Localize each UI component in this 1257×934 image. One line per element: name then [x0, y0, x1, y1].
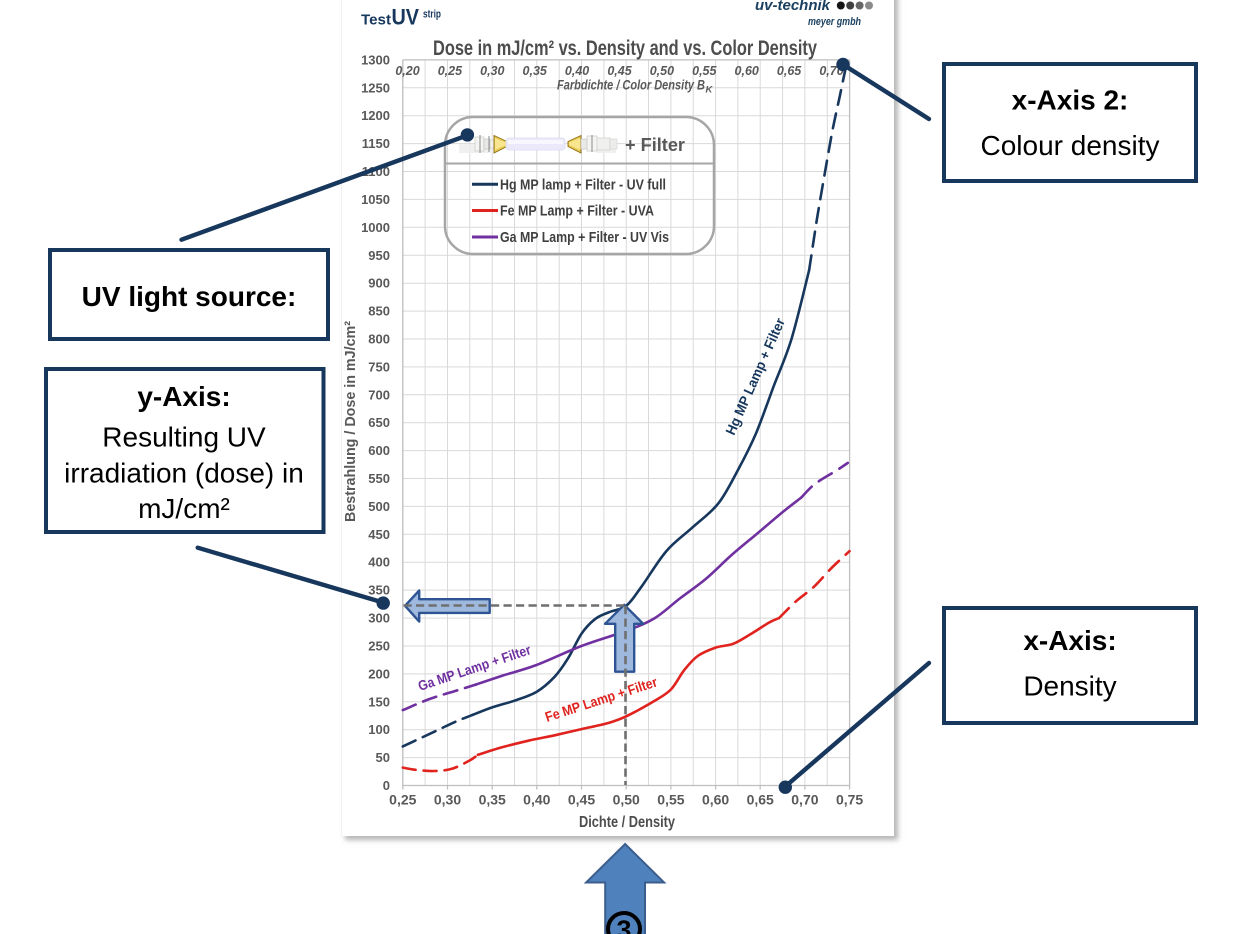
svg-text:0,65: 0,65 [777, 64, 802, 78]
svg-text:Fe MP Lamp + Filter: Fe MP Lamp + Filter [543, 673, 660, 725]
svg-text:1300: 1300 [361, 52, 390, 67]
svg-text:Bestrahlung / Dose in mJ/cm²: Bestrahlung / Dose in mJ/cm² [342, 321, 359, 522]
svg-text:0,45: 0,45 [607, 64, 632, 78]
svg-text:850: 850 [368, 304, 390, 319]
svg-text:100: 100 [368, 722, 390, 737]
svg-text:mJ/cm²: mJ/cm² [138, 493, 230, 524]
svg-text:0,75: 0,75 [836, 792, 863, 808]
svg-text:Farbdichte / Color Density B: Farbdichte / Color Density B [557, 78, 705, 93]
svg-text:Colour density: Colour density [981, 130, 1160, 161]
svg-text:1050: 1050 [361, 192, 390, 207]
svg-text:Dose in mJ/cm² vs. Density and: Dose in mJ/cm² vs. Density and vs. Color… [433, 37, 817, 60]
svg-text:800: 800 [368, 332, 390, 347]
svg-text:x-Axis 2:: x-Axis 2: [1012, 85, 1129, 116]
svg-text:400: 400 [368, 555, 390, 570]
svg-text:x-Axis:: x-Axis: [1023, 625, 1116, 656]
svg-text:1200: 1200 [361, 108, 390, 123]
svg-text:meyer gmbh: meyer gmbh [808, 16, 861, 28]
svg-text:0,30: 0,30 [480, 64, 504, 78]
svg-text:Ga MP Lamp + Filter - UV Vis: Ga MP Lamp + Filter - UV Vis [500, 229, 669, 246]
svg-text:0,40: 0,40 [523, 792, 550, 808]
svg-text:0,40: 0,40 [565, 64, 589, 78]
svg-text:450: 450 [368, 527, 390, 542]
svg-text:0,35: 0,35 [479, 792, 506, 808]
svg-text:+ Filter: + Filter [625, 135, 685, 155]
svg-text:150: 150 [368, 694, 390, 709]
svg-text:0,55: 0,55 [657, 792, 684, 808]
svg-text:0,65: 0,65 [747, 792, 774, 808]
svg-text:600: 600 [368, 443, 390, 458]
svg-text:0,70: 0,70 [791, 792, 818, 808]
svg-text:0,50: 0,50 [650, 64, 674, 78]
svg-text:Test: Test [361, 12, 391, 29]
svg-text:UV light source:: UV light source: [82, 281, 297, 312]
svg-text:950: 950 [368, 248, 390, 263]
svg-text:Fe MP Lamp + Filter - UVA: Fe MP Lamp + Filter - UVA [500, 203, 654, 220]
svg-text:Dichte / Density: Dichte / Density [579, 814, 675, 831]
svg-text:0,20: 0,20 [395, 64, 419, 78]
svg-text:750: 750 [368, 359, 390, 374]
svg-text:0: 0 [383, 778, 390, 793]
svg-text:500: 500 [368, 499, 390, 514]
svg-text:strip: strip [423, 9, 441, 21]
svg-text:300: 300 [368, 611, 390, 626]
svg-text:700: 700 [368, 387, 390, 402]
svg-text:irradiation (dose) in: irradiation (dose) in [64, 457, 304, 488]
svg-text:1000: 1000 [361, 220, 390, 235]
svg-text:Hg MP lamp + Filter - UV full: Hg MP lamp + Filter - UV full [500, 176, 666, 193]
svg-text:UV: UV [392, 5, 420, 30]
svg-text:1150: 1150 [362, 136, 390, 151]
svg-text:3: 3 [616, 915, 631, 934]
svg-text:0,30: 0,30 [434, 792, 461, 808]
svg-text:0,25: 0,25 [389, 792, 416, 808]
svg-text:0,45: 0,45 [568, 792, 595, 808]
svg-text:1250: 1250 [361, 80, 390, 95]
svg-text:0,60: 0,60 [702, 792, 729, 808]
svg-text:0,25: 0,25 [438, 64, 463, 78]
svg-text:K: K [706, 85, 714, 96]
svg-text:Resulting UV: Resulting UV [102, 422, 266, 453]
svg-text:50: 50 [376, 750, 390, 765]
svg-text:900: 900 [368, 276, 390, 291]
svg-text:0,55: 0,55 [692, 64, 717, 78]
svg-text:y-Axis:: y-Axis: [137, 381, 230, 412]
svg-text:200: 200 [368, 666, 390, 681]
svg-text:0,50: 0,50 [613, 792, 640, 808]
svg-text:650: 650 [368, 415, 390, 430]
svg-text:Density: Density [1023, 670, 1116, 701]
svg-text:0,35: 0,35 [523, 64, 548, 78]
svg-text:550: 550 [368, 471, 390, 486]
svg-text:0,60: 0,60 [735, 64, 759, 78]
svg-text:350: 350 [368, 583, 390, 598]
svg-text:uv-technik: uv-technik [755, 0, 831, 14]
svg-text:250: 250 [368, 639, 390, 654]
